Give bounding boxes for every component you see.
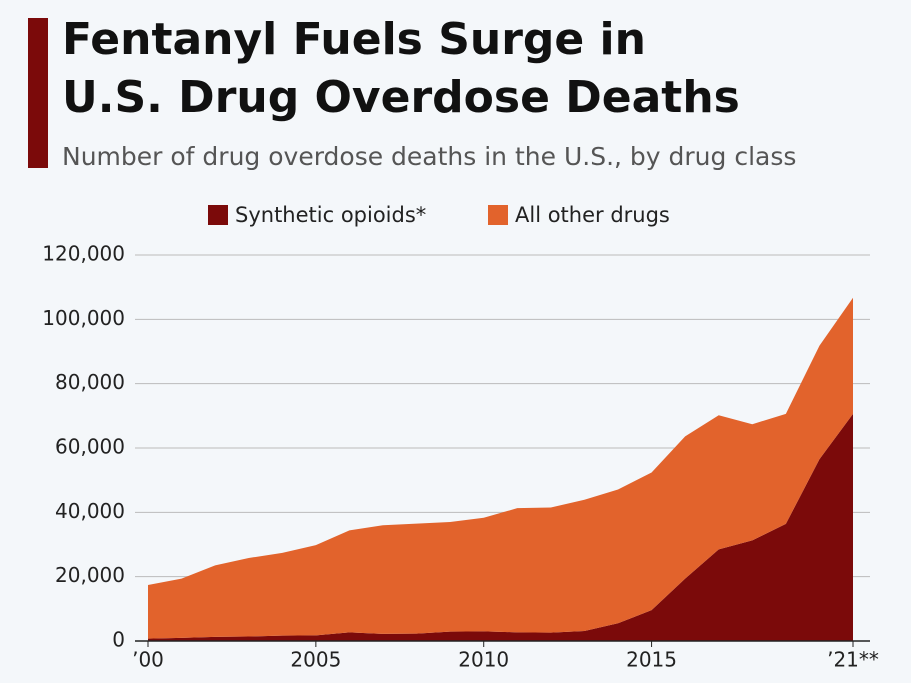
- x-tick-label: 2010: [458, 648, 509, 672]
- legend-swatch: [208, 205, 228, 225]
- y-tick-label: 80,000: [55, 370, 125, 394]
- chart-subtitle: Number of drug overdose deaths in the U.…: [62, 142, 796, 171]
- area: [148, 413, 853, 641]
- y-tick-label: 60,000: [55, 435, 125, 459]
- legend-label: All other drugs: [515, 203, 670, 227]
- legend-swatch: [488, 205, 508, 225]
- chart-title: Fentanyl Fuels Surge in: [62, 14, 646, 65]
- area: [148, 297, 853, 639]
- legend-label: Synthetic opioids*: [235, 203, 426, 227]
- x-tick-label: 2005: [290, 648, 341, 672]
- y-tick-label: 20,000: [55, 563, 125, 587]
- y-tick-label: 40,000: [55, 499, 125, 523]
- y-tick-label: 0: [112, 628, 125, 652]
- x-tick-label: 2015: [626, 648, 677, 672]
- x-tick-label: ’21**: [827, 648, 879, 672]
- x-tick-label: ’00: [132, 648, 164, 672]
- accent-bar: [28, 18, 48, 168]
- y-tick-label: 120,000: [42, 242, 125, 266]
- chart-title: U.S. Drug Overdose Deaths: [62, 72, 740, 123]
- y-tick-label: 100,000: [42, 306, 125, 330]
